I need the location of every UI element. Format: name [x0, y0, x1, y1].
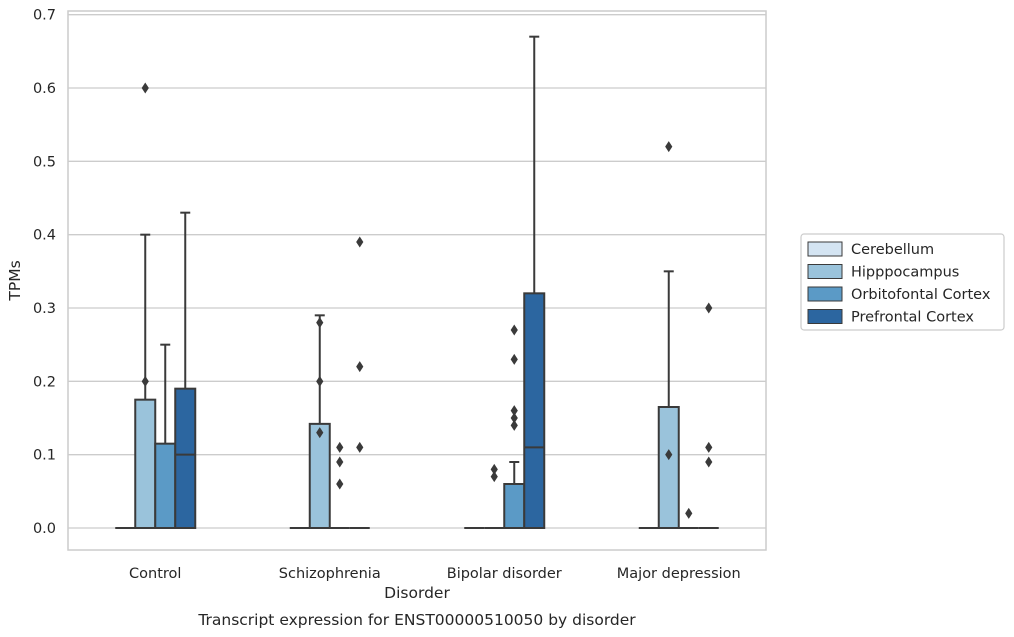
x-axis-label: Disorder — [384, 584, 450, 602]
y-axis-label: TPMs — [6, 260, 24, 301]
legend-swatch — [807, 309, 843, 324]
outlier-point — [685, 507, 693, 519]
legend: Cerebellum Hipppocampus Orbitofontal Corte… — [800, 233, 1005, 331]
box — [308, 422, 331, 529]
chart-caption: Transcript expression for ENST0000051005… — [197, 611, 636, 629]
y-tick-label: 0.0 — [33, 521, 56, 537]
plot-frame — [67, 10, 767, 551]
legend-frame — [800, 233, 1005, 331]
legend-swatch — [807, 264, 843, 279]
outlier-point — [141, 375, 149, 387]
x-tick-label: Bipolar disorder — [447, 566, 562, 582]
outlier-point — [510, 419, 518, 431]
legend-swatch — [807, 241, 843, 257]
box — [154, 442, 177, 529]
outlier-point — [356, 361, 364, 373]
outlier-point — [336, 478, 344, 490]
y-tick-label: 0.2 — [33, 374, 56, 390]
outlier-point — [490, 463, 498, 475]
legend-label: Hipppocampus — [851, 265, 959, 281]
series-hipppocampus — [134, 82, 680, 529]
y-tick-label: 0.7 — [33, 8, 56, 24]
outlier-point — [510, 405, 518, 417]
outlier-point — [510, 324, 518, 336]
box — [174, 387, 197, 529]
outlier-point — [141, 82, 149, 94]
y-tick-label: 0.3 — [33, 301, 56, 317]
outlier-point — [705, 456, 713, 468]
y-tick-label: 0.4 — [33, 228, 56, 244]
outlier-point — [336, 456, 344, 468]
outlier-point — [510, 353, 518, 365]
y-tick-label: 0.6 — [33, 81, 56, 97]
outlier-point — [665, 449, 673, 461]
y-tick-label: 0.5 — [33, 154, 56, 170]
legend-swatch — [807, 286, 843, 302]
box — [523, 292, 546, 530]
y-tick-label: 0.1 — [33, 448, 56, 464]
legend-label: Prefrontal Cortex — [851, 310, 974, 326]
y-axis-ticks: 0.0 0.1 0.2 0.3 0.4 0.5 0.6 0.7 — [33, 8, 56, 537]
box-series — [115, 35, 719, 530]
outlier-point — [490, 471, 498, 483]
box — [657, 406, 680, 529]
series-prefrontal-cortex — [174, 35, 719, 530]
box — [503, 483, 526, 529]
x-axis-ticks: Control Schizophrenia Bipolar disorder Majo… — [129, 566, 741, 582]
series-orbitofontal-cortex — [154, 324, 699, 529]
x-tick-label: Major depression — [617, 566, 741, 582]
outlier-point — [316, 317, 324, 329]
outlier-point — [705, 302, 713, 314]
outlier-point — [356, 441, 364, 453]
outlier-point — [665, 141, 673, 153]
x-tick-label: Schizophrenia — [279, 566, 381, 582]
legend-label: Cerebellum — [851, 242, 934, 258]
legend-label: Orbitofontal Cortex — [851, 287, 991, 303]
outlier-point — [356, 236, 364, 248]
outlier-point — [316, 427, 324, 439]
box — [134, 398, 157, 529]
x-tick-label: Control — [129, 566, 181, 582]
outlier-point — [705, 441, 713, 453]
outlier-point — [316, 375, 324, 387]
outlier-point — [510, 412, 518, 424]
outlier-point — [336, 441, 344, 453]
